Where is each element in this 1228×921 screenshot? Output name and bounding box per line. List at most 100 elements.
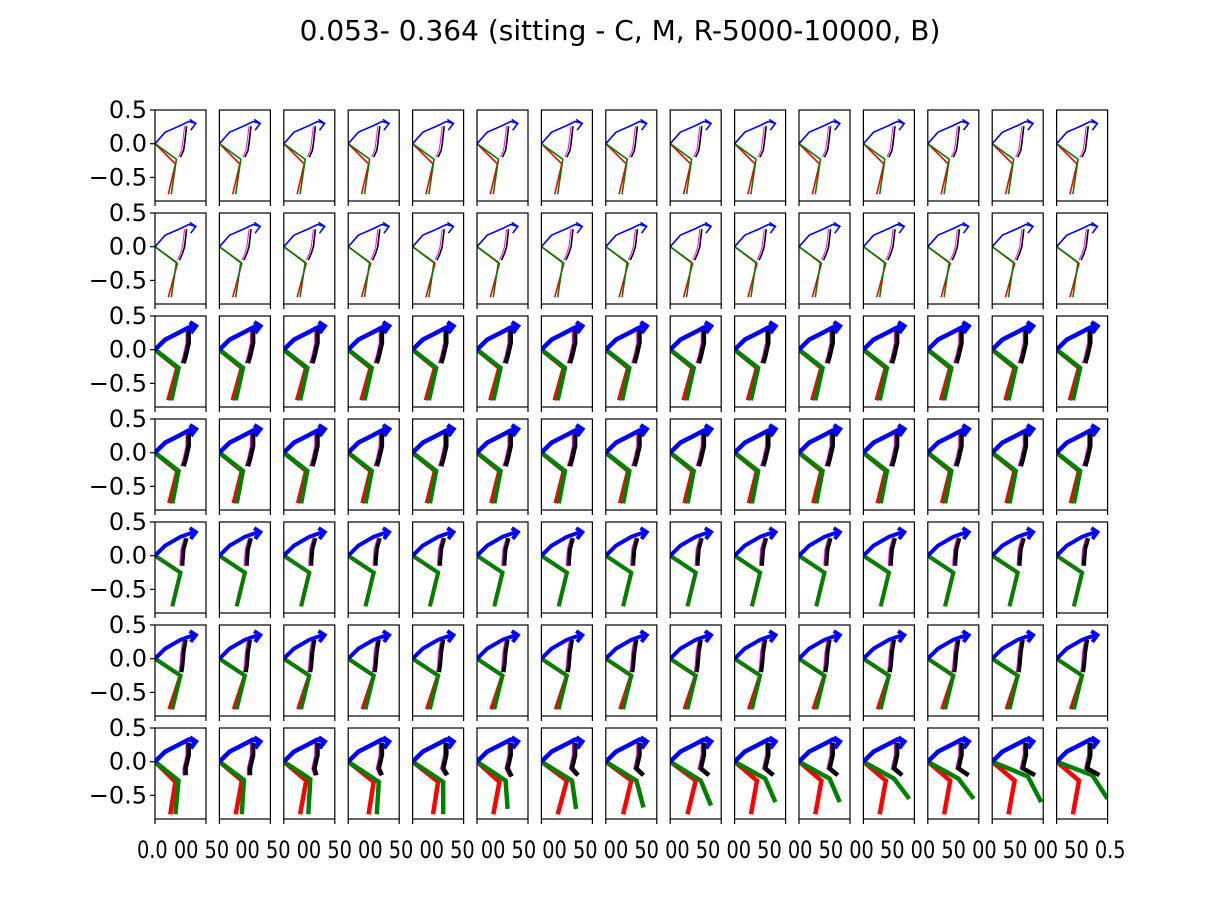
leg-green-line [283, 759, 313, 815]
torso-shadow-line [950, 126, 958, 158]
arrow-head-mark [961, 526, 972, 541]
upper-chain-line [992, 120, 1034, 145]
axes-frame [733, 727, 787, 820]
torso-line [244, 537, 253, 566]
arrow-head-mark [382, 221, 391, 234]
arrow-head-mark [381, 320, 393, 335]
axes-frame [991, 315, 1044, 408]
upper-chain-line [734, 120, 776, 145]
arrow-head-mark [510, 629, 521, 644]
arrow-head-mark [574, 320, 586, 335]
axes-frame [218, 624, 271, 717]
y-tick-label: 0.0 [109, 645, 147, 673]
axes-frame [347, 315, 400, 408]
leg-green-line [348, 759, 382, 815]
arrow-head-mark [318, 221, 326, 234]
arrow-head-mark [962, 221, 970, 234]
torso-line [1081, 639, 1090, 673]
subplot-r4-c14 [1055, 521, 1109, 618]
subplot-r1-c9 [733, 212, 787, 309]
subplot-r4-c6 [540, 521, 594, 618]
arrow-head-mark [640, 118, 648, 131]
axes-frame [154, 212, 207, 305]
torso-line [633, 742, 646, 777]
torso-line [889, 329, 900, 364]
axes-frame [283, 521, 336, 614]
subplot-r3-c0: 0.5 0.0 −0.5 [89, 405, 207, 515]
axes-frame [347, 624, 400, 717]
leg-green-line [605, 759, 646, 809]
axes-frame [283, 109, 336, 202]
torso-line [1080, 229, 1089, 261]
torso-line [823, 639, 832, 673]
torso-line [825, 432, 835, 467]
axes-frame [412, 521, 465, 614]
leg-green-line [477, 246, 500, 298]
subplot-r3-c3 [347, 418, 400, 515]
torso-line [759, 639, 768, 673]
leg-green-line [348, 554, 376, 607]
x-tick-labels-row: 0.0 00 50 00 50 00 50 00 50 00 50 00 50 … [137, 836, 1126, 864]
upper-chain-line [219, 633, 261, 661]
upper-chain-line [992, 323, 1034, 352]
axes-frame [733, 521, 787, 614]
torso-line [245, 432, 256, 467]
subplot-r5-c14 [1055, 624, 1109, 721]
arrow-head-mark [189, 118, 197, 131]
axes-frame [1055, 624, 1109, 717]
subplot-r5-c2 [283, 624, 336, 721]
subplot-r2-c10 [798, 315, 851, 412]
axes-frame [1055, 418, 1109, 511]
torso-line [436, 229, 445, 261]
leg-green-line [155, 246, 178, 298]
torso-line [759, 126, 767, 158]
upper-chain-line [927, 323, 970, 352]
arrow-head-mark [510, 320, 522, 335]
leg-red-line [992, 759, 1018, 815]
upper-chain-line [541, 120, 583, 145]
subplot-r1-c1 [218, 212, 271, 309]
leg-green-line [863, 143, 886, 195]
axes-frame [798, 109, 851, 202]
torso-line [372, 639, 381, 673]
arrow-head-mark [897, 526, 908, 541]
torso-shadow-line [692, 229, 701, 261]
subplot-r3-c1 [218, 418, 271, 515]
axes-frame [1055, 315, 1109, 408]
subplot-r1-c4 [412, 212, 465, 309]
y-tick-label: 0.5 [109, 405, 147, 433]
axes-frame [540, 624, 594, 717]
torso-line [1016, 639, 1025, 673]
subplot-r1-c3 [347, 212, 400, 309]
torso-line [824, 537, 833, 566]
torso-line [1083, 432, 1093, 467]
axes-frame [412, 315, 465, 408]
leg-green-line [1056, 554, 1085, 607]
upper-chain-line [734, 633, 776, 661]
leg-green-line [799, 450, 825, 504]
axes-frame [540, 727, 594, 820]
upper-chain-line [412, 633, 454, 661]
leg-green-line [155, 759, 181, 815]
subplot-r2-c8 [669, 315, 722, 412]
leg-green-line [670, 246, 693, 298]
arrow-head-mark [446, 629, 457, 644]
subplot-r2-c9 [733, 315, 787, 412]
upper-chain-line [605, 323, 648, 352]
axes-frame [347, 521, 400, 614]
arrow-head-mark [768, 320, 779, 335]
upper-chain-line [1056, 223, 1098, 248]
leg-green-line [1056, 759, 1108, 801]
subplot-r6-c0: 0.5 0.0 −0.5 [89, 714, 207, 824]
torso-line [1020, 742, 1037, 778]
torso-shadow-line [1015, 126, 1023, 158]
axes-frame [283, 315, 336, 408]
arrow-head-mark [768, 526, 779, 541]
leg-green-line [412, 347, 439, 401]
arrow-head-mark [1090, 526, 1101, 541]
leg-green-line [734, 759, 778, 803]
upper-chain-line [992, 223, 1034, 248]
subplot-r0-c4 [412, 109, 465, 206]
torso-line [310, 432, 320, 467]
arrow-head-mark [253, 221, 262, 234]
